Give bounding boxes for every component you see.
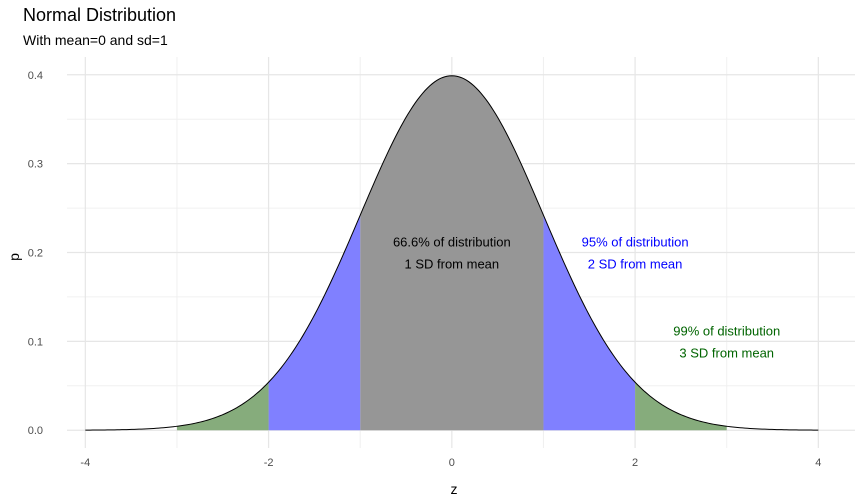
annotations: 66.6% of distribution 1 SD from mean 95% o… — [393, 235, 780, 361]
band-2-to-3-SD-lower — [176, 382, 269, 431]
annotation-text: 95% of distribution — [582, 235, 689, 250]
y-tick-label: 0.4 — [28, 70, 43, 82]
y-tick-label: 0.0 — [28, 425, 43, 437]
y-tick-label: 0.2 — [28, 248, 43, 260]
annotation-text: 2 SD from mean — [588, 257, 683, 272]
annotation-text: 1 SD from mean — [405, 257, 500, 272]
x-tick-label: 2 — [632, 457, 638, 469]
x-tick-label: 0 — [449, 457, 455, 469]
x-tick-label: 4 — [815, 457, 821, 469]
x-axis-title: z — [451, 481, 458, 497]
y-axis-title: p — [6, 253, 22, 261]
x-tick-label: -2 — [264, 457, 274, 469]
y-tick-label: 0.3 — [28, 159, 43, 171]
annotation-text: 3 SD from mean — [679, 345, 774, 360]
x-tick-label: -4 — [80, 457, 90, 469]
y-tick-label: 0.1 — [28, 336, 43, 348]
tick-labels: -4 -2 0 2 4 0.0 0.1 0.2 0.3 0.4 — [28, 70, 822, 469]
band-within-1-SD — [360, 75, 544, 431]
density-curve-layer — [85, 75, 819, 431]
chart-subtitle: With mean=0 and sd=1 — [23, 32, 168, 48]
density-curve — [85, 75, 819, 431]
band-2-to-3-SD-upper — [635, 382, 727, 431]
chart-title: Normal Distribution — [23, 5, 177, 25]
annotation-text: 66.6% of distribution — [393, 235, 511, 250]
annotation-text: 99% of distribution — [673, 323, 780, 338]
